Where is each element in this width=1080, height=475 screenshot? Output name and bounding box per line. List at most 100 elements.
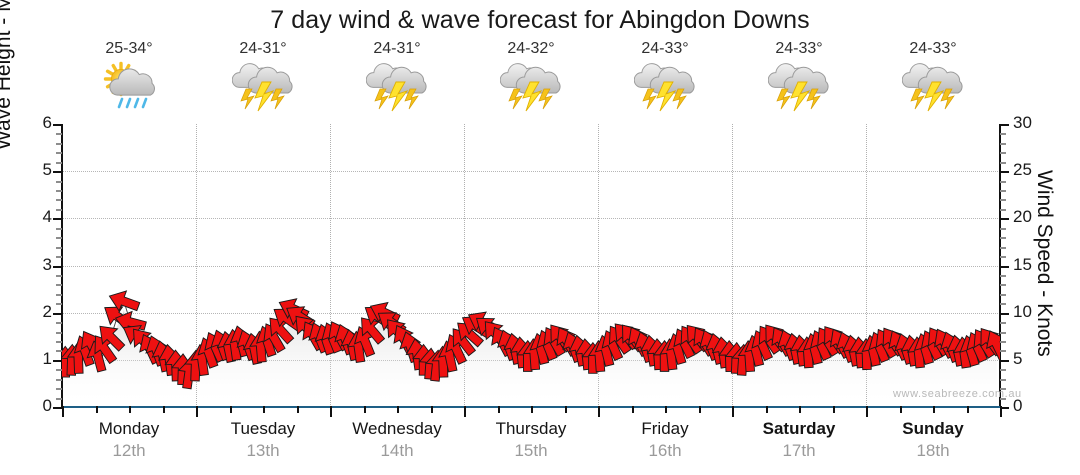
day-name: Thursday [495,419,567,438]
y-tick-right-minor [1000,340,1006,343]
y-label-left: 3 [42,254,52,274]
day-footer-strip: Monday 12th Tuesday 13th Wednesday 14th Thu… [62,418,1000,468]
day-header-tuesday: 24-31° [196,40,330,120]
thunderstorm-icon [366,60,428,112]
day-footer-wednesday: Wednesday 14th [330,418,464,468]
day-name: Sunday [902,419,964,438]
y-tick-left-minor [56,378,62,381]
day-temperature-range: 24-33° [641,40,689,57]
y-label-left: 1 [42,348,52,368]
y-tick-left-minor [56,397,62,400]
gridline-day-divider [732,124,733,407]
y-axis-left [61,124,63,408]
day-name: Wednesday [352,419,442,438]
gridline-horizontal [62,218,1000,220]
y-tick-left-minor [56,274,62,277]
y-label-right: 30 [1013,113,1032,132]
y-tick-left-minor [56,256,62,259]
x-tick-hour [363,406,366,413]
x-tick-hour [129,406,131,413]
x-tick-day [598,406,600,417]
y-tick-left-minor [56,180,62,183]
right-axis-title: Wind Speed - Knots [1033,170,1056,357]
x-tick-day [330,406,332,417]
gridline-horizontal [62,265,1000,267]
y-tick-right-minor [1000,227,1006,230]
day-header-thursday: 24-32° [464,40,598,120]
day-temperature-range: 24-31° [373,40,421,57]
day-footer-saturday: Saturday 17th [732,418,866,468]
y-label-left: 0 [42,396,52,415]
gridline-horizontal [62,171,1000,173]
y-tick-right-minor [1000,208,1006,211]
y-tick-left [53,407,62,409]
y-tick-left-minor [56,331,62,334]
x-tick-hour [799,406,801,413]
plot-area [62,124,1000,407]
y-tick-right-minor [1000,284,1006,287]
day-name: Tuesday [230,419,296,438]
y-tick-left [53,124,62,126]
day-date: 17th [782,441,816,460]
y-tick-left-minor [56,284,62,287]
y-tick-right-minor [1000,331,1006,334]
y-tick-right-minor [1000,161,1006,164]
y-tick-left-minor [56,133,62,136]
gridline-day-divider [464,124,465,407]
y-tick-left-minor [56,208,62,211]
day-header-sunday: 24-33° [866,40,1000,120]
x-tick-hour [899,406,902,413]
y-tick-left-minor [56,152,62,155]
y-tick-left-minor [56,303,62,306]
day-footer-sunday: Sunday 18th [866,418,1000,468]
x-tick-day [62,406,64,417]
day-date: 13th [246,441,280,460]
y-tick-left-minor [56,369,62,372]
y-tick-right-minor [1000,369,1006,372]
y-tick-left [53,171,62,174]
y-tick-left-minor [56,161,62,164]
y-tick-right [1000,171,1009,174]
day-date: 16th [648,441,682,460]
x-tick-hour [229,406,232,413]
x-tick-hour [765,406,768,413]
day-name: Saturday [762,419,836,438]
thunderstorm-icon [768,60,830,112]
gridline-day-divider [598,124,599,407]
y-tick-right-minor [1000,199,1006,202]
y-tick-right-minor [1000,274,1006,277]
thunderstorm-icon [902,60,964,112]
page-title: 7 day wind & wave forecast for Abingdon … [270,6,810,34]
day-header-monday: 25-34° [62,40,196,120]
gridline-horizontal [62,359,1000,361]
thunderstorm-icon [634,60,696,112]
x-tick-hour [531,406,533,413]
y-tick-right-minor [1000,246,1006,249]
day-temperature-range: 24-33° [775,40,823,57]
y-tick-left-minor [56,199,62,202]
left-axis-title: Wave Height - Metres [0,0,15,150]
day-footer-tuesday: Tuesday 13th [196,418,330,468]
day-header-strip: 25-34° 24-31° [62,40,1000,120]
y-tick-right-minor [1000,388,1006,391]
y-tick-right-minor [1000,142,1006,145]
gridline-day-divider [196,124,197,407]
gridline-day-divider [330,124,331,407]
y-tick-left-minor [56,293,62,296]
y-label-left: 2 [42,301,52,321]
x-tick-hour [497,406,500,413]
y-label-right: 0 [1013,396,1023,415]
y-tick-right-minor [1000,256,1006,259]
x-tick-day [196,406,198,417]
day-name: Friday [641,419,689,438]
y-tick-right-minor [1000,303,1006,306]
y-tick-right [1000,359,1009,362]
y-tick-right [1000,218,1009,221]
y-tick-right-minor [1000,180,1006,183]
day-footer-friday: Friday 16th [598,418,732,468]
y-tick-left-minor [56,322,62,325]
y-tick-left-minor [56,237,62,240]
x-tick-hour [296,406,299,413]
x-tick-day [1000,406,1002,417]
day-temperature-range: 24-32° [507,40,555,57]
